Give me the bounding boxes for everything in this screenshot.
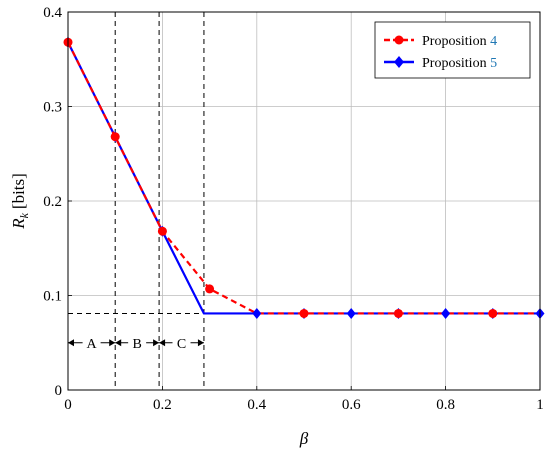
y-tick-label: 0.1 (43, 289, 62, 305)
y-axis-label-unit: [bits] (9, 173, 28, 209)
data-point-proposition-5 (346, 307, 356, 319)
tick-labels: 0 0.2 0.4 0.6 0.8 1 0 0.1 0.2 0.3 0.4 (43, 5, 544, 413)
region-arrow-head (153, 339, 160, 347)
region-arrow-head (68, 339, 74, 347)
legend-box (374, 21, 531, 79)
region-label-b: B (132, 337, 141, 352)
y-tick-label: 0.2 (43, 194, 62, 210)
data-point-proposition-4 (157, 226, 167, 236)
region-arrow-head (159, 339, 166, 347)
series-line-proposition-5 (68, 41, 540, 315)
x-tick-label: 0.6 (342, 397, 361, 413)
marker-layer (63, 36, 545, 319)
y-axis-label: Rk [bits] (9, 173, 31, 230)
region-annotations: A B C (68, 337, 204, 352)
data-point-proposition-5 (252, 307, 262, 319)
y-axis-label-subscript: k (17, 212, 31, 218)
x-tick-label: 1 (536, 397, 544, 413)
region-label-a: A (87, 337, 98, 352)
legend-label-proposition-5: Proposition 5 (422, 56, 497, 71)
x-tick-label: 0.8 (436, 397, 455, 413)
region-arrow-head (197, 339, 204, 347)
reference-lines (68, 12, 205, 390)
x-axis-label: β (299, 429, 309, 448)
series-layer (68, 41, 540, 315)
x-tick-label: 0.2 (153, 397, 172, 413)
legend: Proposition 4 Proposition 5 (374, 21, 531, 79)
legend-marker-proposition-4 (394, 35, 404, 45)
region-arrow-head (109, 339, 116, 347)
y-tick-label: 0.4 (43, 5, 62, 21)
series-line-proposition-4 (68, 41, 540, 315)
data-point-proposition-4 (299, 308, 309, 318)
data-point-proposition-4 (393, 308, 403, 318)
x-tick-label: 0.4 (247, 397, 266, 413)
y-axis-label-symbol: R (9, 218, 28, 230)
region-arrow-head (115, 339, 122, 347)
region-label-c: C (177, 337, 186, 352)
data-point-proposition-5 (441, 307, 451, 319)
legend-label-proposition-4: Proposition 4 (422, 34, 497, 49)
data-point-proposition-4 (205, 284, 215, 294)
data-point-proposition-4 (488, 308, 498, 318)
data-point-proposition-4 (110, 132, 120, 142)
x-tick-label: 0 (64, 397, 72, 413)
y-tick-label: 0 (55, 383, 63, 399)
y-tick-label: 0.3 (43, 100, 62, 116)
legend-marker-proposition-5 (394, 56, 404, 68)
